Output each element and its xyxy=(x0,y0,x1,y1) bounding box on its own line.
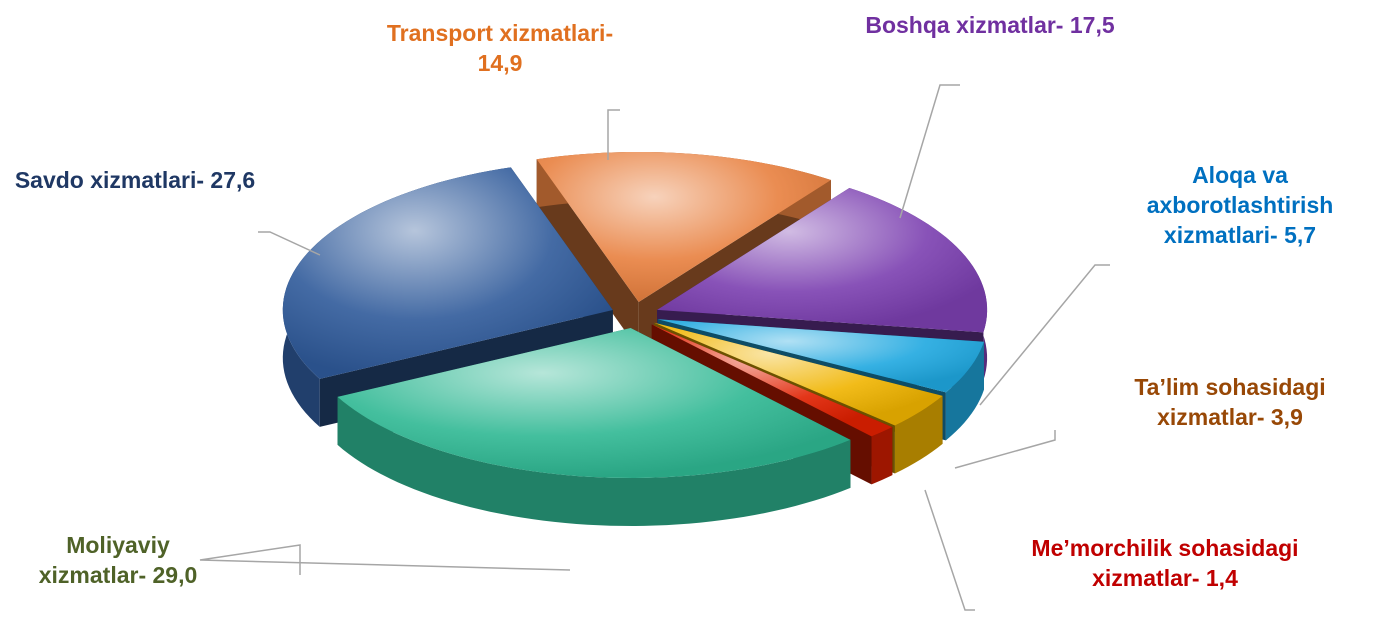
slice-highlight xyxy=(651,324,893,437)
slice-highlight xyxy=(337,327,851,478)
slice-highlight xyxy=(282,167,613,379)
leader-line xyxy=(899,84,960,219)
slice-label: Savdo xizmatlari- 27,6 xyxy=(0,165,270,195)
value-label: 27,6 xyxy=(210,167,256,193)
slice-highlight xyxy=(657,319,984,393)
value-label: 1,4 xyxy=(1205,565,1238,591)
slice-tops xyxy=(282,151,988,478)
category-label: Savdo xizmatlari- xyxy=(14,167,205,193)
category-label: Boshqa xizmatlar- xyxy=(865,12,1064,38)
slice-label: Me’morchilik sohasidagi xizmatlar- 1,4 xyxy=(985,533,1345,593)
slice-side xyxy=(536,159,639,350)
category-label: Me’morchilik sohasidagi xizmatlar- xyxy=(1031,535,1299,591)
leader-line xyxy=(954,430,1056,469)
slice-label: Transport xizmatlari- 14,9 xyxy=(370,18,630,78)
slice-highlight xyxy=(536,151,831,302)
slice-highlight xyxy=(657,187,988,333)
slice-wall xyxy=(871,427,893,485)
leader-line xyxy=(979,264,1110,406)
category-label: Ta’lim sohasidagi xizmatlar- xyxy=(1134,374,1326,430)
slice-highlight xyxy=(654,322,943,426)
leader-line xyxy=(258,231,321,256)
leader-line xyxy=(924,489,975,611)
value-label: 17,5 xyxy=(1069,12,1115,38)
leader-line xyxy=(199,544,571,575)
value-label: 29,0 xyxy=(152,562,198,588)
slice-wall xyxy=(945,341,984,441)
slice-wall xyxy=(337,396,851,526)
category-label: Aloqa va axborotlashtirish xizmatlari- xyxy=(1146,162,1334,248)
slice-wall xyxy=(894,395,943,474)
value-label: 14,9 xyxy=(477,50,523,76)
leader-line xyxy=(607,109,620,160)
category-label: Moliyaviy xizmatlar- xyxy=(38,532,170,588)
slice-label: Moliyaviy xizmatlar- 29,0 xyxy=(18,530,218,590)
slice-label: Aloqa va axborotlashtirish xizmatlari- 5… xyxy=(1105,160,1375,250)
slice-label: Ta’lim sohasidagi xizmatlar- 3,9 xyxy=(1090,372,1370,432)
value-label: 5,7 xyxy=(1284,222,1317,248)
category-label: Transport xizmatlari- xyxy=(386,20,614,46)
slice-label: Boshqa xizmatlar- 17,5 xyxy=(830,10,1150,40)
leader-lines xyxy=(199,84,1110,611)
value-label: 3,9 xyxy=(1270,404,1303,430)
